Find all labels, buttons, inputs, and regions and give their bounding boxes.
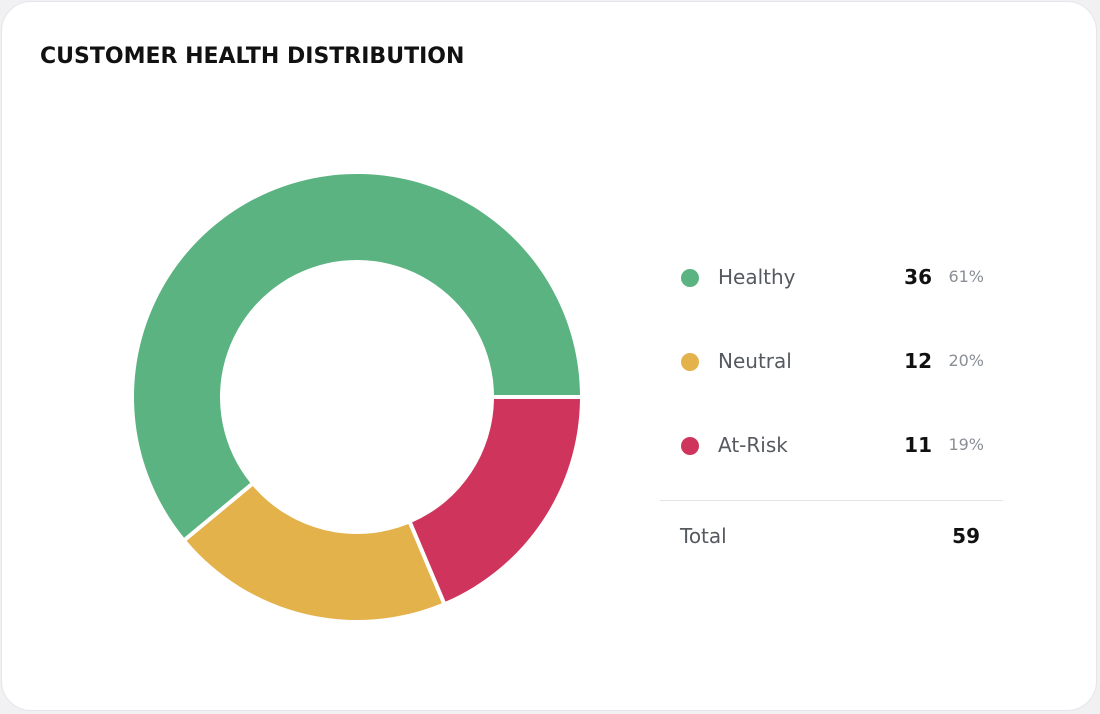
legend-dot-at-risk (681, 437, 699, 455)
legend-label-neutral: Neutral (718, 349, 792, 373)
legend-item-healthy: Healthy 36 61% (678, 263, 986, 293)
total-label: Total (680, 524, 727, 548)
legend-percent-healthy: 61% (948, 267, 984, 286)
legend-label-at-risk: At-Risk (718, 433, 788, 457)
legend-count-at-risk: 11 (904, 433, 932, 457)
legend-divider (660, 500, 1003, 501)
legend-percent-neutral: 20% (948, 351, 984, 370)
total-value: 59 (952, 524, 980, 548)
legend-percent-at-risk: 19% (948, 435, 984, 454)
legend-dot-neutral (681, 353, 699, 371)
legend-count-neutral: 12 (904, 349, 932, 373)
legend-item-at-risk: At-Risk 11 19% (678, 431, 986, 461)
donut-slice-at-risk (412, 399, 580, 602)
legend-dot-healthy (681, 269, 699, 287)
donut-slice-neutral (186, 485, 442, 620)
donut-chart (133, 173, 580, 620)
donut-slice-healthy (133, 173, 580, 538)
legend-item-neutral: Neutral 12 20% (678, 347, 986, 377)
legend-count-healthy: 36 (904, 265, 932, 289)
legend-label-healthy: Healthy (718, 265, 796, 289)
chart-title: CUSTOMER HEALTH DISTRIBUTION (40, 44, 465, 69)
